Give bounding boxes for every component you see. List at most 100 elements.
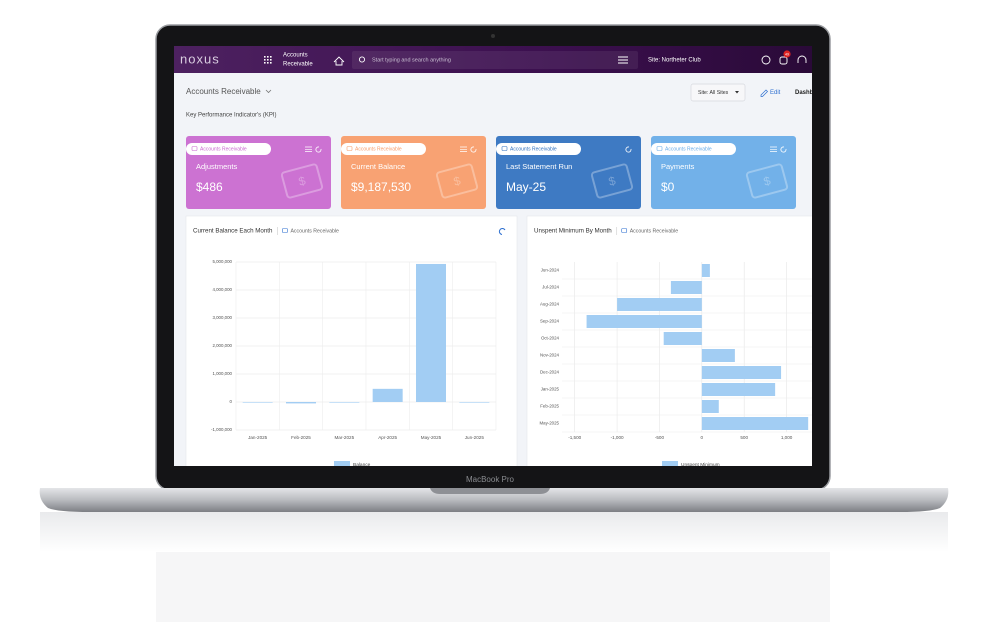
bar [242,402,273,403]
y-tick-label: -1,000,000 [211,427,233,432]
apps-dot [264,59,266,61]
kpi-watermark-sign: $ [762,173,772,188]
apps-dot [264,62,266,64]
bar [701,400,719,413]
apps-dot [267,59,269,61]
base [39,488,949,512]
legend-swatch [334,461,350,466]
page-title[interactable]: Accounts Receivable [186,87,261,96]
reflection-ghost [156,552,830,622]
bar [701,383,776,396]
bar [670,281,702,294]
chevron [265,89,272,94]
apps-icon[interactable] [264,56,272,64]
x-tick-label: May-2025 [421,435,442,440]
bell-icon[interactable] [779,56,788,65]
x-tick-label: Mar-2025 [334,435,354,440]
kpi-tag-label: Accounts Receivable [665,147,712,153]
y-tick-label: 1,000,000 [212,371,232,376]
y-tick-label: 4,000,000 [212,287,232,292]
y-tick-label: Feb-2025 [540,404,559,409]
x-tick-label: 500 [740,435,748,440]
chart-source: Accounts Receivable [290,228,339,234]
bar [372,388,403,402]
bar [617,298,702,311]
bar [416,263,446,402]
kpi-tag-label: Accounts Receivable [510,147,557,153]
legend-label[interactable]: Unspent Minimum [681,462,720,468]
reflection [40,512,948,552]
y-tick-label: 0 [230,399,233,404]
kpi-refresh[interactable] [625,146,632,153]
kpi-watermark-sign: $ [297,173,307,188]
x-tick-label: 0 [701,435,704,440]
headset-icon[interactable] [797,55,807,63]
bar [329,402,360,403]
module-name: Receivable [283,62,313,68]
bar [701,349,735,362]
y-tick-label: Jul-2024 [542,285,559,290]
y-tick-label: Nov-2024 [540,353,560,358]
bar [459,402,490,403]
y-tick-label: Sep-2024 [540,319,560,324]
kpi-watermark [435,163,479,199]
edit-icon[interactable] [760,89,768,97]
filter-icon[interactable] [618,56,628,64]
kpi-tag-icon [656,146,663,151]
y-tick-label: Jan-2025 [541,387,560,392]
caret [735,91,739,94]
apps-dot [267,62,269,64]
kpi-menu[interactable] [770,146,777,152]
module-name: Accounts [283,53,308,59]
x-tick-label: Apr-2025 [378,435,397,440]
legend-label[interactable]: Balance [353,462,371,468]
y-tick-label: 3,000,000 [212,315,232,320]
kpi-value: $0 [661,180,675,194]
bar [701,264,710,277]
site-filter[interactable] [690,83,746,102]
notification-count: 49 [785,52,789,56]
kpi-value: $9,187,530 [351,180,411,194]
apps-dot [270,56,272,58]
screen: noxus Accounts Receivable Start typing and … [174,46,827,468]
site-filter-label: Site: All Sites [698,90,729,96]
y-tick-label: 5,000,000 [212,259,232,264]
kpi-tag-icon [191,146,198,151]
bar [701,417,809,430]
search-placeholder: Start typing and search anything [372,57,451,63]
x-tick-label: -1,000 [611,435,624,440]
x-tick-label: -500 [655,435,665,440]
chart-panel [185,215,518,466]
bar [286,402,316,404]
kpi-menu[interactable] [460,146,467,152]
search-box[interactable] [352,51,638,69]
refresh-icon[interactable] [498,228,506,235]
y-tick-label: Jun-2024 [541,268,560,273]
kpi-tag [496,143,581,155]
kpi-watermark-sign: $ [607,173,617,188]
kpi-tag [341,143,426,155]
kpi-watermark [280,163,324,199]
x-tick-label: 1,000 [781,435,793,440]
power-icon[interactable] [761,55,771,65]
x-tick-label: -1,500 [568,435,581,440]
site-name: Site: Northeter Club [648,58,701,64]
kpi-label: Last Statement Run [506,162,572,171]
kpi-label: Payments [661,162,695,171]
kpi-watermark-sign: $ [452,173,462,188]
dashboard-tab[interactable]: Dashboard [795,90,827,96]
kpi-menu[interactable] [305,146,312,152]
apps-dot [270,59,272,61]
kpi-label: Current Balance [351,162,405,171]
laptop-label: MacBook Pro [466,475,515,484]
kpi-refresh[interactable] [315,146,322,153]
top-bar [174,46,812,73]
search-icon [358,56,366,63]
y-tick-label: May-2025 [539,421,559,426]
edit-button[interactable]: Edit [770,90,781,96]
home-icon[interactable] [333,56,345,66]
kpi-refresh[interactable] [780,146,787,153]
kpi-refresh[interactable] [470,146,477,153]
kpi-tag-label: Accounts Receivable [200,147,247,153]
